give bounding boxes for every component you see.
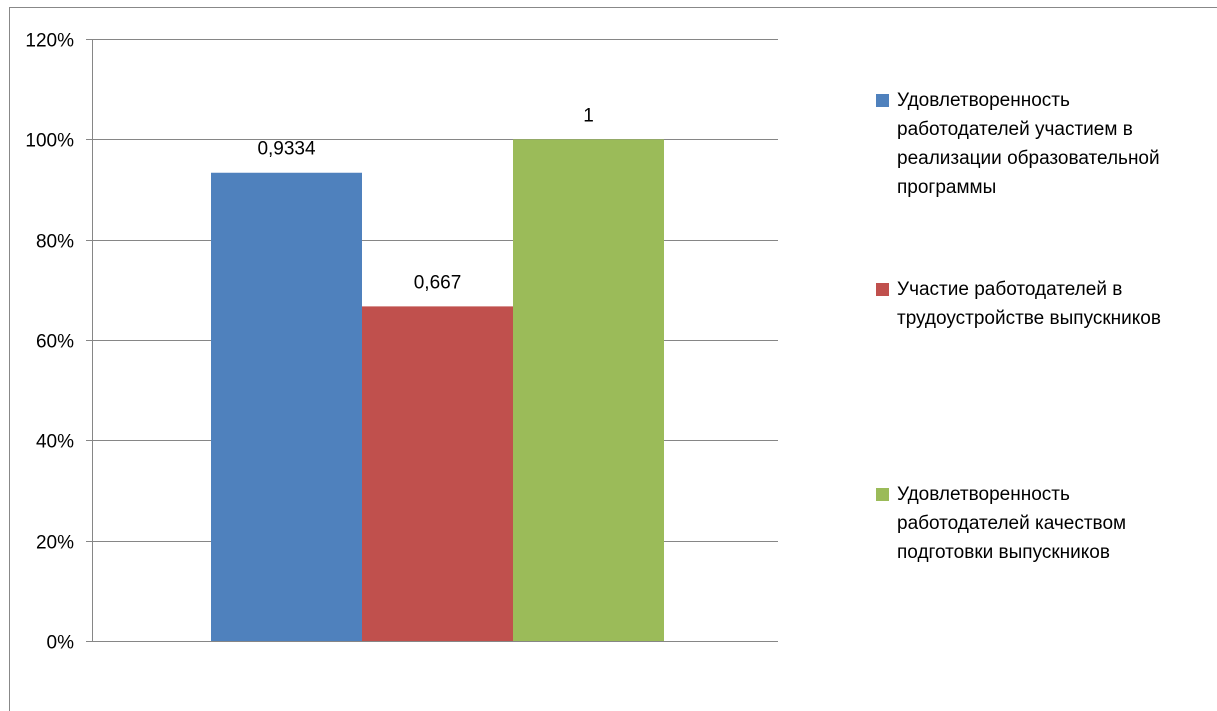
legend-item-3: Удовлетворенность работодателей качество… — [876, 480, 1197, 567]
legend-item-2: Участие работодателей в трудоустройстве … — [876, 275, 1197, 333]
bar-2 — [362, 306, 513, 641]
data-labels: 0,9334 0,667 1 — [257, 105, 593, 293]
bars — [211, 139, 664, 642]
legend-swatch-1 — [876, 94, 889, 107]
y-tick-label-3: 60% — [36, 332, 74, 353]
bar-3 — [513, 139, 664, 642]
y-tick-label-5: 100% — [25, 131, 74, 152]
y-tick-label-4: 80% — [36, 232, 74, 253]
y-tick-label-0: 0% — [47, 633, 75, 654]
y-tick-label-2: 40% — [36, 432, 74, 453]
legend-label-2: Участие работодателей в трудоустройстве … — [897, 279, 1161, 329]
legend-label-3: Удовлетворенность работодателей качество… — [897, 484, 1127, 563]
axes — [86, 39, 778, 642]
data-label-3: 1 — [583, 105, 594, 126]
data-label-1: 0,9334 — [257, 139, 316, 160]
y-tick-label-6: 120% — [25, 31, 74, 52]
data-label-2: 0,667 — [414, 272, 462, 293]
legend-swatch-2 — [876, 283, 889, 296]
y-tick-label-1: 20% — [36, 533, 74, 554]
legend-item-1: Удовлетворенность работодателей участием… — [876, 86, 1197, 202]
legend-label-1: Удовлетворенность работодателей участием… — [897, 90, 1160, 198]
legend-swatch-3 — [876, 488, 889, 501]
bar-1 — [211, 172, 362, 642]
y-axis-tick-labels: 0% 20% 40% 60% 80% 100% 120% — [25, 31, 74, 654]
